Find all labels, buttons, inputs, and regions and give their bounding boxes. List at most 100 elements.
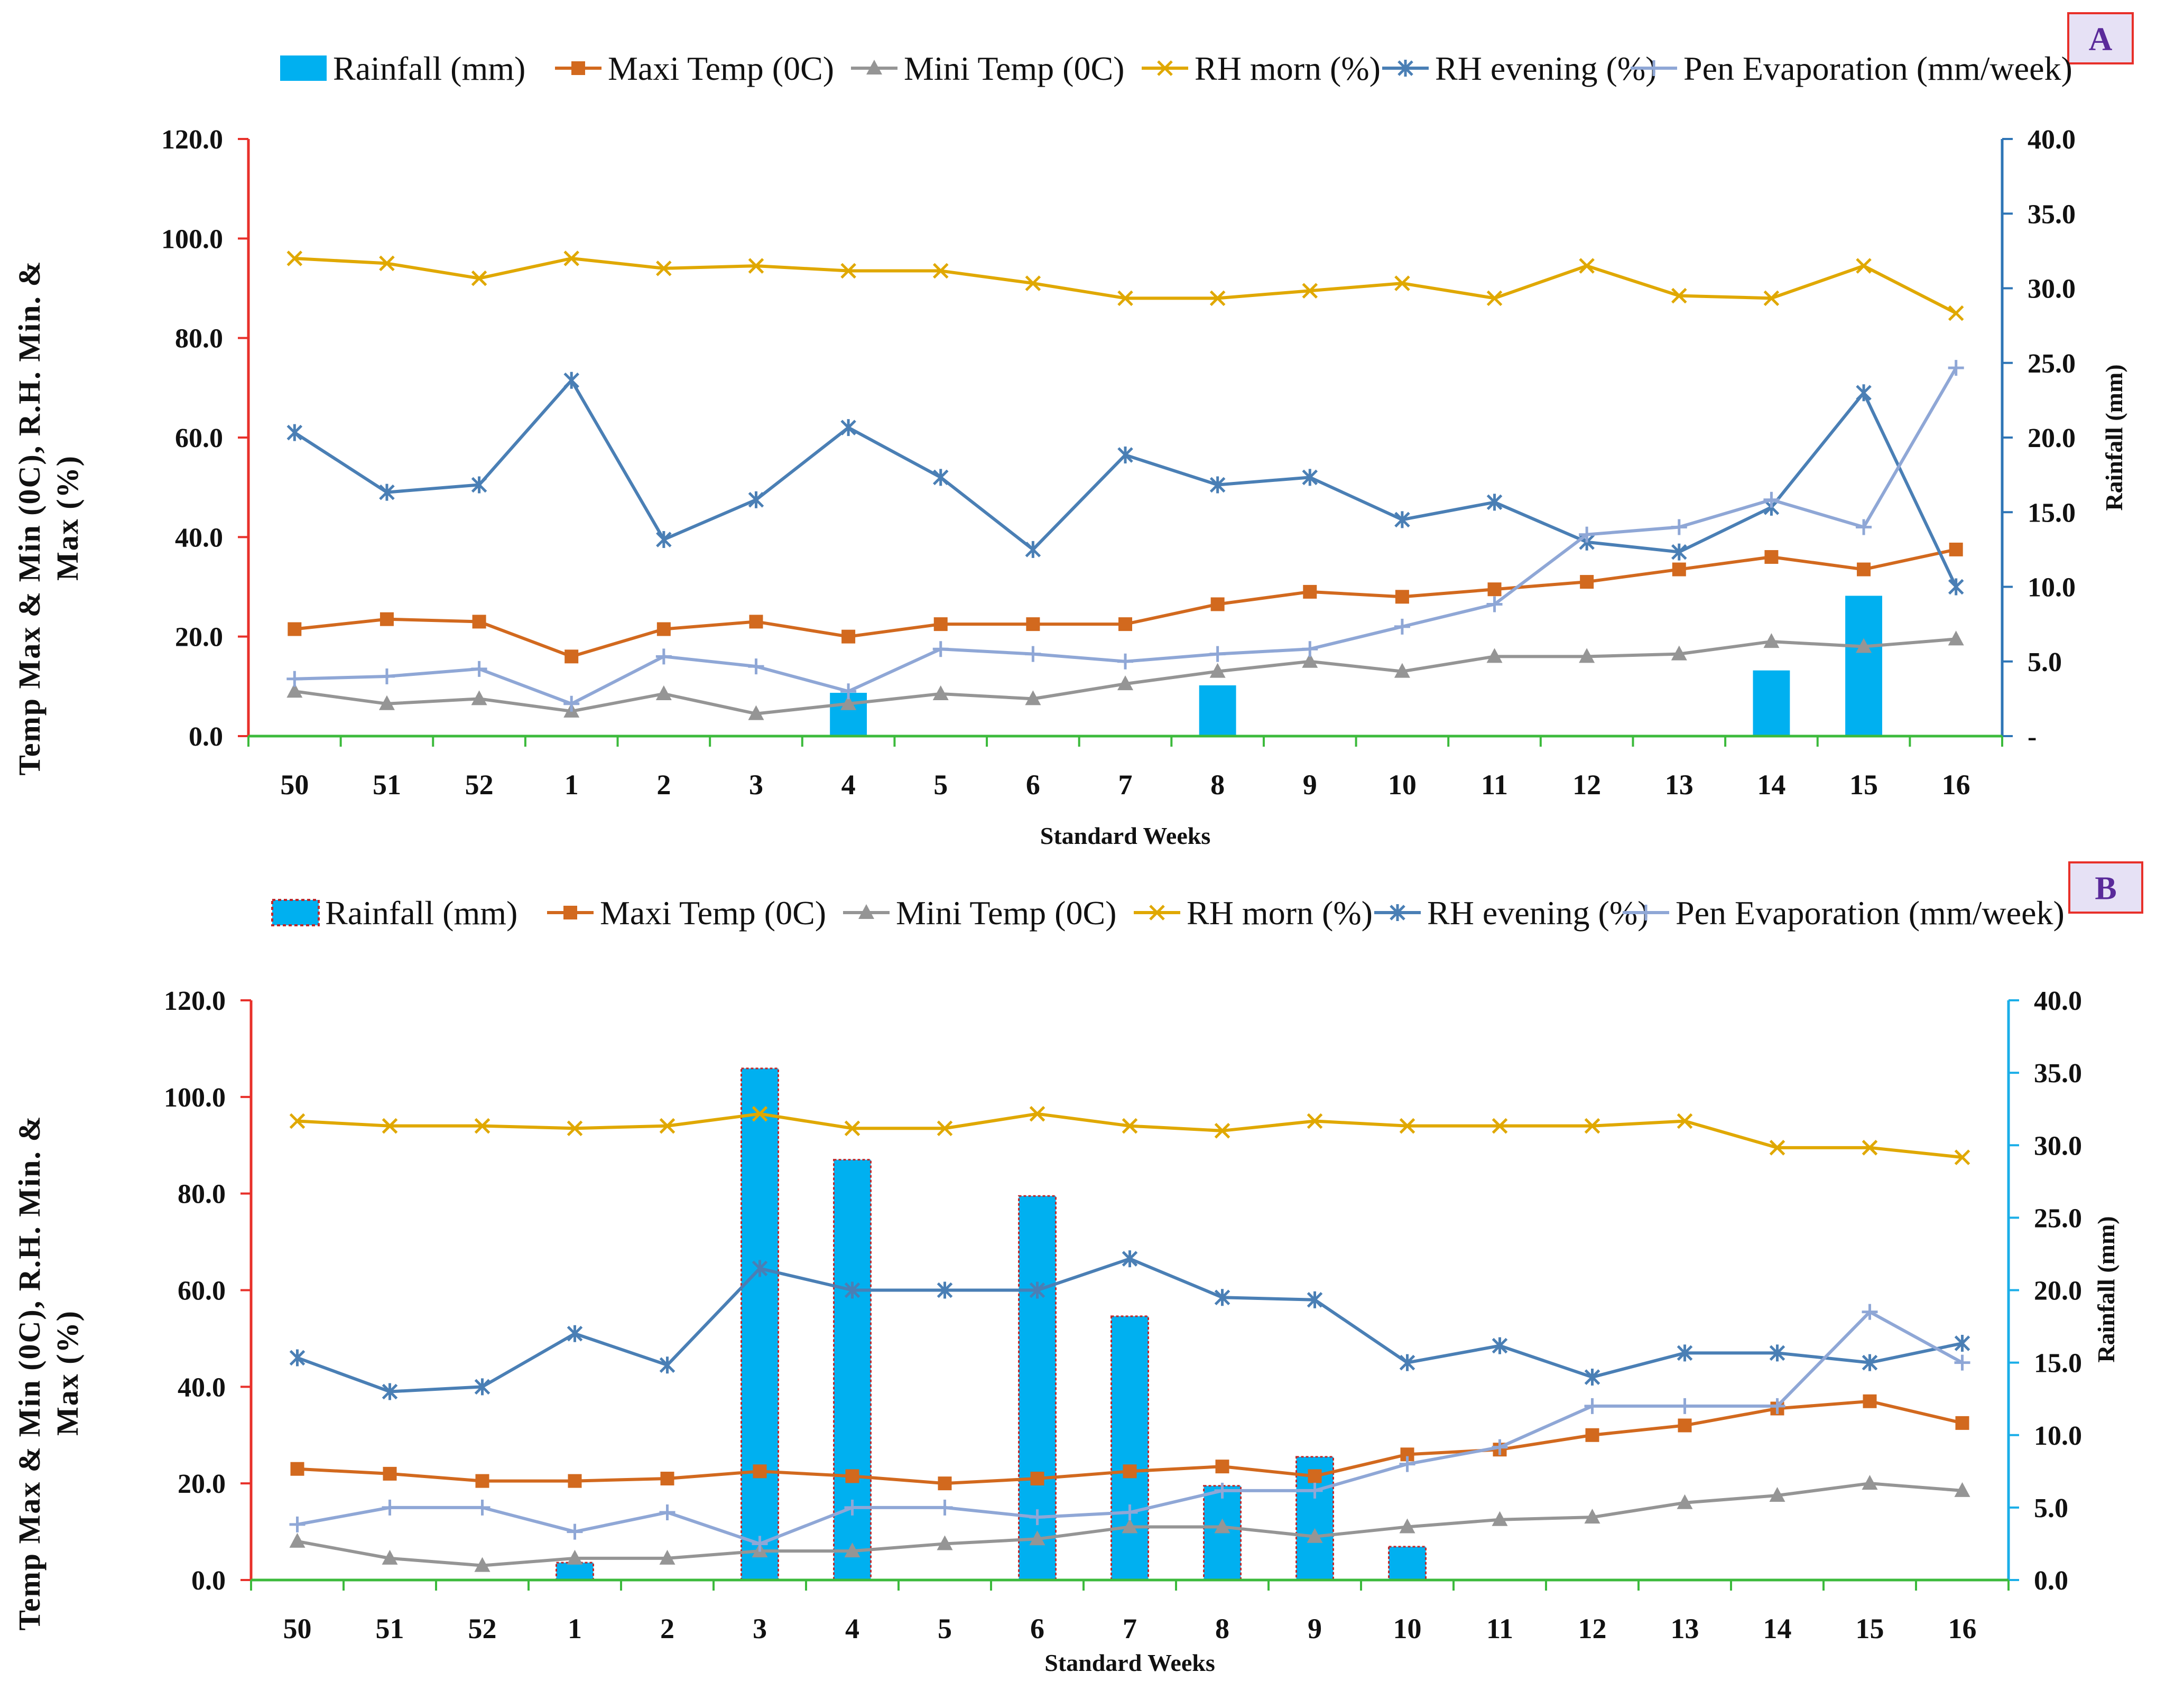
data-point [656,531,672,549]
right-tick-label: 5.0 [2028,647,2062,677]
data-point [1492,1337,1508,1354]
legend-swatch-marker [1149,905,1165,921]
data-point [1671,645,1687,661]
data-point [1122,1118,1138,1134]
data-point [748,491,764,508]
x-tick-label: 11 [1481,769,1508,801]
legend-swatch-marker [571,61,585,75]
data-point [1117,653,1133,670]
data-point [1025,646,1041,662]
data-point [932,641,949,657]
data-point [1585,1428,1599,1442]
data-point [1677,1344,1693,1362]
data-point [655,685,672,700]
rainfall-bar [1110,1315,1149,1581]
data-point [748,705,764,720]
left-tick-label: 60.0 [175,423,223,453]
x-tick-label: 50 [280,769,309,801]
data-point [1949,542,1963,556]
data-point [844,1542,860,1558]
data-point [1678,1418,1692,1433]
data-point [1122,1250,1138,1268]
legend-label: Pen Evaporation (mm/week) [1676,894,2065,932]
data-point [932,263,949,279]
panel-label-box [2068,861,2143,914]
data-point [1026,617,1040,631]
legend-swatch-marker [858,904,874,919]
x-tick-label: 8 [1215,1613,1229,1644]
data-point [1486,596,1503,612]
x-tick-label: 13 [1665,769,1693,801]
data-point [1307,1528,1323,1543]
data-point [1303,584,1317,599]
rainfall-bar [1845,596,1882,736]
data-point [844,1499,860,1516]
data-point [1302,641,1318,657]
legend-item: Mini Temp (0C) [851,50,1124,87]
data-point [1302,283,1318,299]
legend-label: Maxi Temp (0C) [600,894,826,932]
data-point [1399,1354,1415,1371]
legend-label: Pen Evaporation (mm/week) [1683,50,2072,87]
data-point [1948,305,1964,321]
x-tick-label: 9 [1303,769,1317,801]
data-point [933,617,948,631]
series-rh-evening [289,1250,1970,1400]
data-point [567,1549,583,1565]
data-point [1948,578,1964,596]
x-tick-label: 52 [468,1613,497,1644]
legend-item: Rainfall (mm) [280,50,525,87]
axes: 0.020.040.060.080.0100.0120.0-5.010.015.… [12,125,2127,849]
data-point [1209,646,1226,662]
data-point [1584,1369,1600,1386]
legend-item: Rainfall (mm) [271,894,517,932]
legend-swatch-marker [1390,904,1405,921]
x-tick-label: 9 [1308,1613,1322,1644]
x-tick-label: 1 [568,1613,582,1644]
x-tick-label: 50 [283,1613,312,1644]
series-line [294,367,1958,705]
left-tick-label: 80.0 [175,324,223,354]
x-tick-label: 7 [1118,769,1133,801]
right-tick-label: 30.0 [2034,1131,2082,1161]
legend-swatch-marker [563,906,577,919]
data-point [471,690,487,705]
left-tick-label: 40.0 [175,523,223,553]
right-tick-label: 10.0 [2034,1421,2082,1451]
data-point [659,1504,675,1521]
rainfall-bar [741,1067,779,1581]
data-point [1123,1464,1137,1479]
data-point [1215,1460,1229,1474]
data-point [937,1281,953,1299]
data-point [1209,290,1226,306]
data-point [1671,543,1687,561]
data-point [1395,590,1409,604]
right-tick-label: 35.0 [2028,199,2076,229]
data-point [289,1516,306,1532]
series-maxi-temp-0c [288,542,1963,664]
data-point [1492,1118,1508,1134]
data-point [1030,1472,1044,1486]
data-point [1399,1518,1415,1534]
x-tick-label: 6 [1030,1613,1044,1644]
x-tick-label: 52 [465,769,494,801]
data-point [1769,1398,1785,1414]
data-point [1302,653,1318,668]
right-tick-label: 0.0 [2034,1566,2068,1596]
data-point [1677,1398,1693,1414]
legend-swatch-marker [866,60,882,75]
series-maxi-temp-0c [290,1394,1969,1491]
data-point [1122,1504,1138,1521]
legend-label: Mini Temp (0C) [896,894,1116,932]
legend-label: RH evening (%) [1427,894,1649,932]
data-point [568,1474,582,1488]
right-tick-label: 20.0 [2034,1276,2082,1306]
data-point [286,683,303,698]
data-point [1856,519,1872,535]
data-point [937,1120,953,1137]
x-tick-label: 14 [1763,1613,1792,1644]
data-point [1579,258,1595,274]
data-point [1579,648,1595,663]
data-point [753,1464,767,1479]
x-tick-label: 13 [1671,1613,1699,1644]
